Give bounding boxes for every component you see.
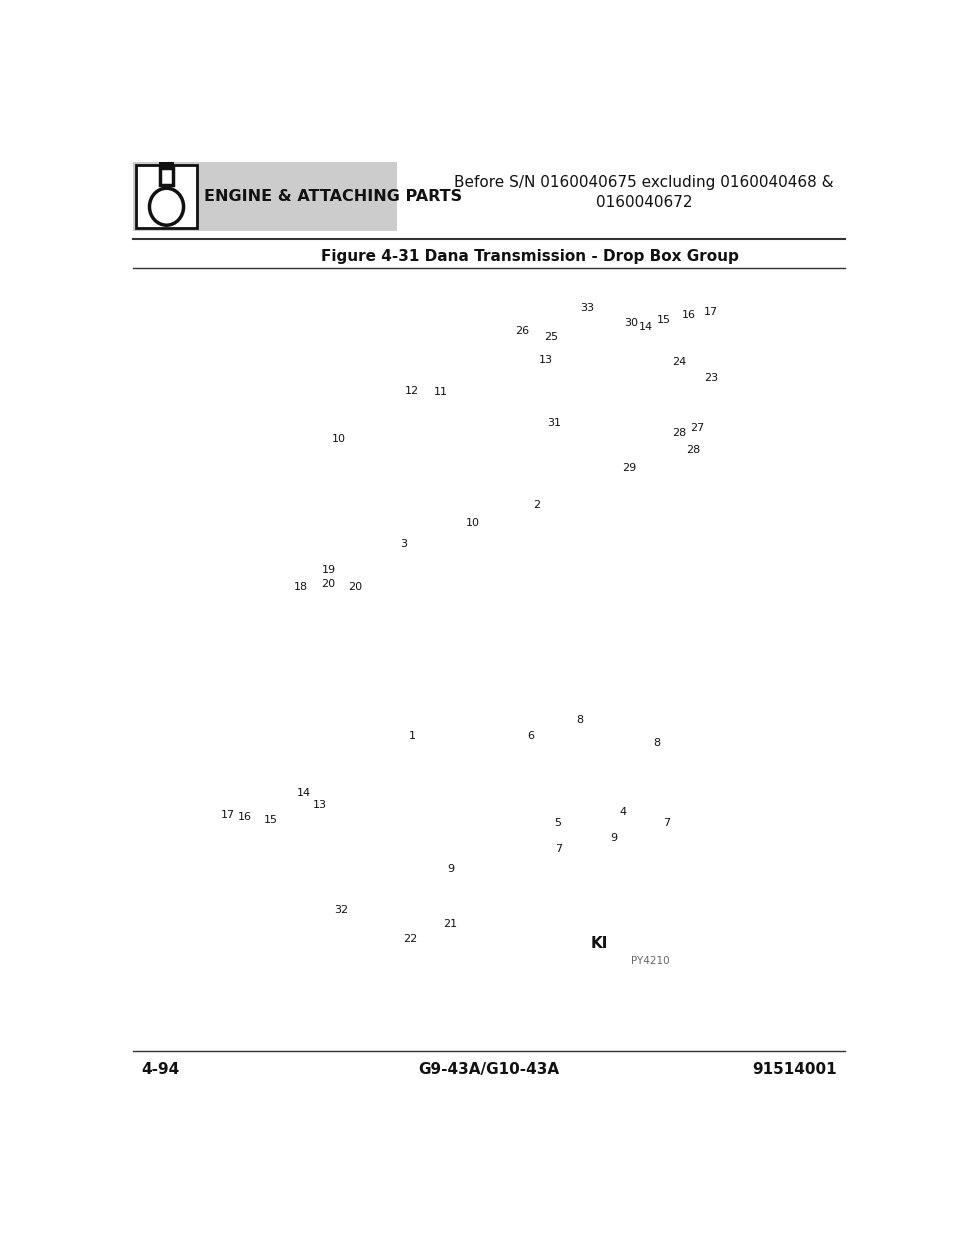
Text: 13: 13 (537, 354, 552, 366)
Text: G9-43A/G10-43A: G9-43A/G10-43A (418, 1062, 558, 1077)
Text: 30: 30 (623, 317, 638, 329)
Text: Figure 4-31 Dana Transmission - Drop Box Group: Figure 4-31 Dana Transmission - Drop Box… (320, 248, 738, 263)
Text: 31: 31 (546, 419, 560, 429)
Text: 22: 22 (402, 934, 416, 944)
Text: 33: 33 (579, 304, 594, 314)
Text: 16: 16 (681, 310, 695, 320)
Text: 15: 15 (657, 315, 670, 325)
Text: KI: KI (590, 936, 607, 951)
Text: 23: 23 (703, 373, 718, 383)
Text: 14: 14 (296, 788, 311, 799)
Text: 0160040672: 0160040672 (595, 195, 692, 210)
Text: 6: 6 (527, 731, 534, 741)
Text: 29: 29 (621, 463, 636, 473)
Bar (133, 162, 396, 231)
Text: 26: 26 (515, 326, 529, 336)
Text: 27: 27 (690, 422, 703, 432)
Text: 10: 10 (465, 519, 479, 529)
Text: 28: 28 (671, 429, 685, 438)
Text: 8: 8 (652, 739, 659, 748)
Text: 17: 17 (703, 308, 718, 317)
Text: 21: 21 (442, 919, 456, 929)
Text: 3: 3 (399, 538, 407, 550)
Text: ENGINE & ATTACHING PARTS: ENGINE & ATTACHING PARTS (204, 189, 462, 204)
Bar (160, 168, 172, 185)
Text: 17: 17 (220, 810, 234, 820)
Text: 24: 24 (671, 357, 685, 367)
Text: 18: 18 (294, 582, 307, 592)
Text: 91514001: 91514001 (752, 1062, 836, 1077)
Bar (136, 165, 196, 228)
Text: 11: 11 (434, 387, 447, 396)
Text: 5: 5 (554, 818, 560, 827)
Text: PY4210: PY4210 (630, 956, 669, 966)
Text: 8: 8 (576, 715, 582, 725)
Text: 2: 2 (533, 500, 540, 510)
Text: 9: 9 (447, 864, 454, 874)
Text: 20: 20 (348, 582, 362, 592)
Text: Before S/N 0160040675 excluding 0160040468 &: Before S/N 0160040675 excluding 01600404… (454, 175, 833, 190)
Text: 9: 9 (610, 834, 617, 844)
Text: 28: 28 (685, 445, 700, 454)
Text: 4: 4 (618, 806, 626, 816)
Text: 13: 13 (313, 800, 327, 810)
Text: 32: 32 (334, 905, 348, 915)
Text: 4-94: 4-94 (141, 1062, 179, 1077)
Text: 19: 19 (321, 566, 335, 576)
Text: 14: 14 (639, 322, 653, 332)
Text: 12: 12 (405, 385, 418, 395)
Text: 16: 16 (237, 813, 252, 823)
Text: 10: 10 (332, 435, 345, 445)
Text: 7: 7 (662, 819, 669, 829)
Text: 1: 1 (408, 731, 416, 741)
Text: 20: 20 (321, 579, 335, 589)
Text: 25: 25 (543, 332, 558, 342)
Bar (158, 162, 174, 168)
Ellipse shape (150, 188, 183, 225)
Text: 15: 15 (263, 815, 277, 825)
Text: 7: 7 (555, 844, 561, 853)
